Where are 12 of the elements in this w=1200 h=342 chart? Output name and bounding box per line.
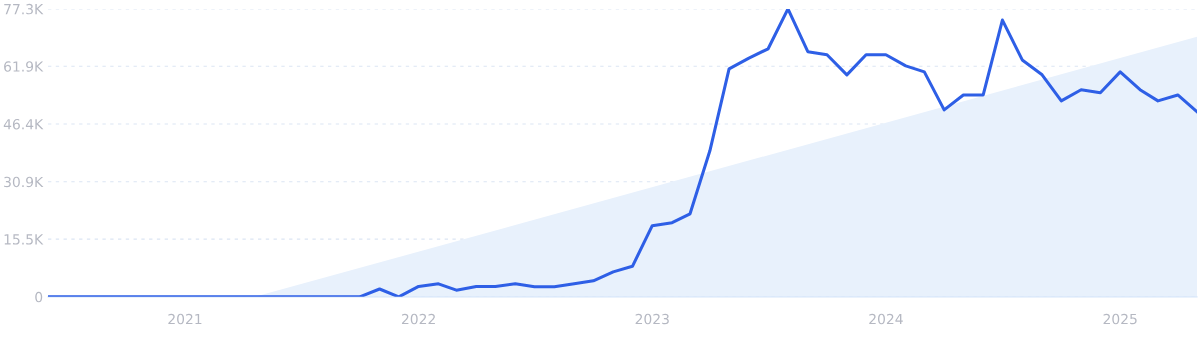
y-tick-label: 77.3K xyxy=(4,3,44,15)
y-tick-label: 30.9K xyxy=(4,176,44,188)
x-tick-label: 2021 xyxy=(168,313,202,325)
x-tick-label: 2024 xyxy=(869,313,903,325)
line-series xyxy=(48,8,1197,297)
x-tick-label: 2025 xyxy=(1103,313,1137,325)
y-tick-label: 61.9K xyxy=(4,61,44,72)
y-tick-label: 15.5K xyxy=(4,234,44,245)
y-tick-label: 46.4K xyxy=(3,118,44,130)
x-tick-label: 2023 xyxy=(635,313,669,325)
y-tick-label: 0 xyxy=(35,291,43,303)
x-tick-label: 2022 xyxy=(401,313,435,325)
